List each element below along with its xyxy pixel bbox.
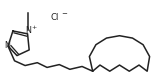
Text: N: N	[4, 41, 10, 50]
Text: −: −	[61, 11, 67, 17]
Text: N: N	[25, 26, 31, 35]
Text: Cl: Cl	[50, 13, 59, 22]
Text: +: +	[31, 25, 36, 30]
